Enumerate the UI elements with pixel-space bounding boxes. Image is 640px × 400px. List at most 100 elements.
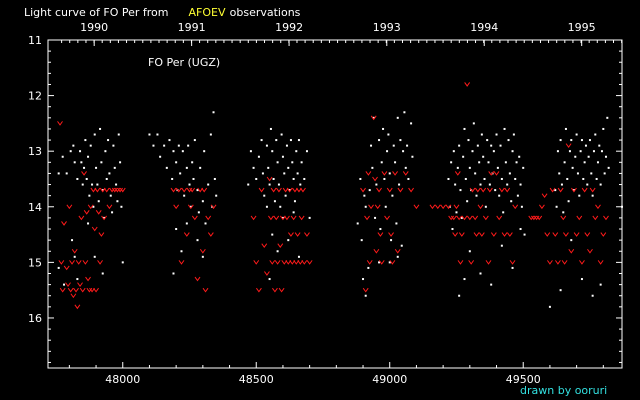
observation-dot	[475, 194, 478, 197]
observation-dot	[275, 139, 278, 142]
observation-dot	[159, 155, 162, 158]
fainter-than-marker	[109, 187, 115, 193]
observation-dot	[148, 133, 151, 136]
observation-dot	[121, 261, 124, 264]
observation-dot	[600, 150, 603, 153]
fainter-than-marker	[528, 215, 535, 221]
observation-dot	[289, 139, 292, 142]
fainter-than-marker	[397, 187, 404, 193]
observation-dot	[588, 139, 591, 142]
observation-dot	[484, 205, 487, 208]
observation-dot	[518, 155, 521, 158]
observation-dot	[89, 144, 92, 147]
fainter-than-marker	[306, 260, 313, 265]
fainter-than-marker	[282, 187, 289, 193]
observation-dot	[120, 205, 123, 208]
observation-dot	[570, 239, 573, 242]
observation-dot	[599, 183, 602, 186]
fainter-than-marker	[498, 187, 505, 193]
fainter-than-marker	[457, 260, 464, 265]
observation-dot	[500, 244, 503, 247]
observation-dot	[372, 116, 375, 119]
fainter-than-marker	[199, 248, 206, 254]
observation-dot	[386, 150, 389, 153]
fainter-than-marker	[106, 204, 113, 210]
fainter-than-marker	[70, 293, 77, 299]
fainter-than-marker	[89, 287, 95, 293]
fainter-than-marker	[600, 232, 607, 237]
observation-dot	[490, 144, 493, 147]
observation-dot	[271, 150, 274, 153]
fainter-than-marker	[117, 187, 123, 193]
observation-dot	[571, 166, 574, 169]
observation-dot	[400, 244, 403, 247]
fainter-than-marker	[75, 260, 82, 265]
observation-dot	[391, 194, 394, 197]
fainter-than-marker	[269, 260, 276, 265]
observation-dot	[362, 278, 365, 281]
observation-dot	[459, 189, 462, 192]
observation-dot	[591, 194, 594, 197]
year-tick-label: 1990	[80, 21, 108, 34]
fainter-than-marker	[301, 260, 308, 265]
observation-dot	[215, 194, 218, 197]
observation-dot	[586, 183, 589, 186]
y-tick-label: 13	[28, 145, 42, 158]
observation-dot	[192, 177, 195, 180]
observation-dot	[454, 183, 457, 186]
fainter-than-marker	[261, 243, 268, 249]
observation-dot	[359, 177, 362, 180]
observation-dot	[468, 166, 471, 169]
observation-dot	[177, 144, 180, 147]
observation-dot	[113, 166, 116, 169]
observation-dot	[265, 205, 268, 208]
fainter-than-marker	[114, 187, 121, 193]
fainter-than-marker	[250, 215, 257, 221]
fainter-than-marker	[370, 115, 377, 121]
fainter-than-marker	[197, 187, 204, 193]
observation-dot	[213, 177, 216, 180]
fainter-than-marker	[98, 232, 105, 237]
title-highlight: AFOEV	[188, 6, 225, 19]
fainter-than-marker	[189, 187, 196, 193]
fainter-than-marker	[194, 276, 201, 282]
observation-dot	[87, 155, 90, 158]
fainter-than-marker	[372, 176, 378, 182]
observation-dot	[300, 161, 303, 164]
observation-dot	[87, 222, 90, 225]
fainter-than-marker	[191, 215, 198, 221]
observation-dot	[279, 205, 282, 208]
fainter-than-marker	[65, 282, 71, 287]
observation-dot	[287, 239, 290, 242]
chart-title: Light curve of FO Per from AFOEV observati…	[24, 6, 301, 19]
fainter-than-marker	[58, 260, 65, 265]
observation-dot	[579, 150, 582, 153]
observation-dot	[570, 139, 573, 142]
fainter-than-marker	[486, 187, 493, 193]
fainter-than-marker	[210, 204, 217, 210]
title-suffix: observations	[230, 6, 301, 19]
observation-dot	[523, 233, 526, 236]
observation-dot	[79, 150, 82, 153]
fainter-than-marker	[509, 260, 516, 265]
observation-dot	[402, 150, 405, 153]
observation-dot	[370, 144, 373, 147]
observation-dot	[403, 111, 406, 114]
fainter-than-marker	[493, 171, 500, 176]
observation-dot	[407, 177, 410, 180]
observation-dot	[180, 250, 183, 253]
observation-dot	[152, 144, 155, 147]
observation-dot	[293, 200, 296, 203]
observation-dot	[297, 255, 300, 258]
fainter-than-marker	[297, 260, 304, 265]
fainter-than-marker	[434, 204, 441, 210]
observation-dot	[185, 166, 188, 169]
fainter-than-marker	[368, 204, 374, 210]
fainter-than-marker	[201, 187, 208, 193]
observation-dot	[189, 205, 192, 208]
fainter-than-marker	[568, 248, 575, 254]
observation-dot	[559, 139, 562, 142]
fainter-than-marker	[270, 187, 277, 193]
fainter-than-marker	[79, 287, 86, 293]
observation-dot	[495, 133, 498, 136]
